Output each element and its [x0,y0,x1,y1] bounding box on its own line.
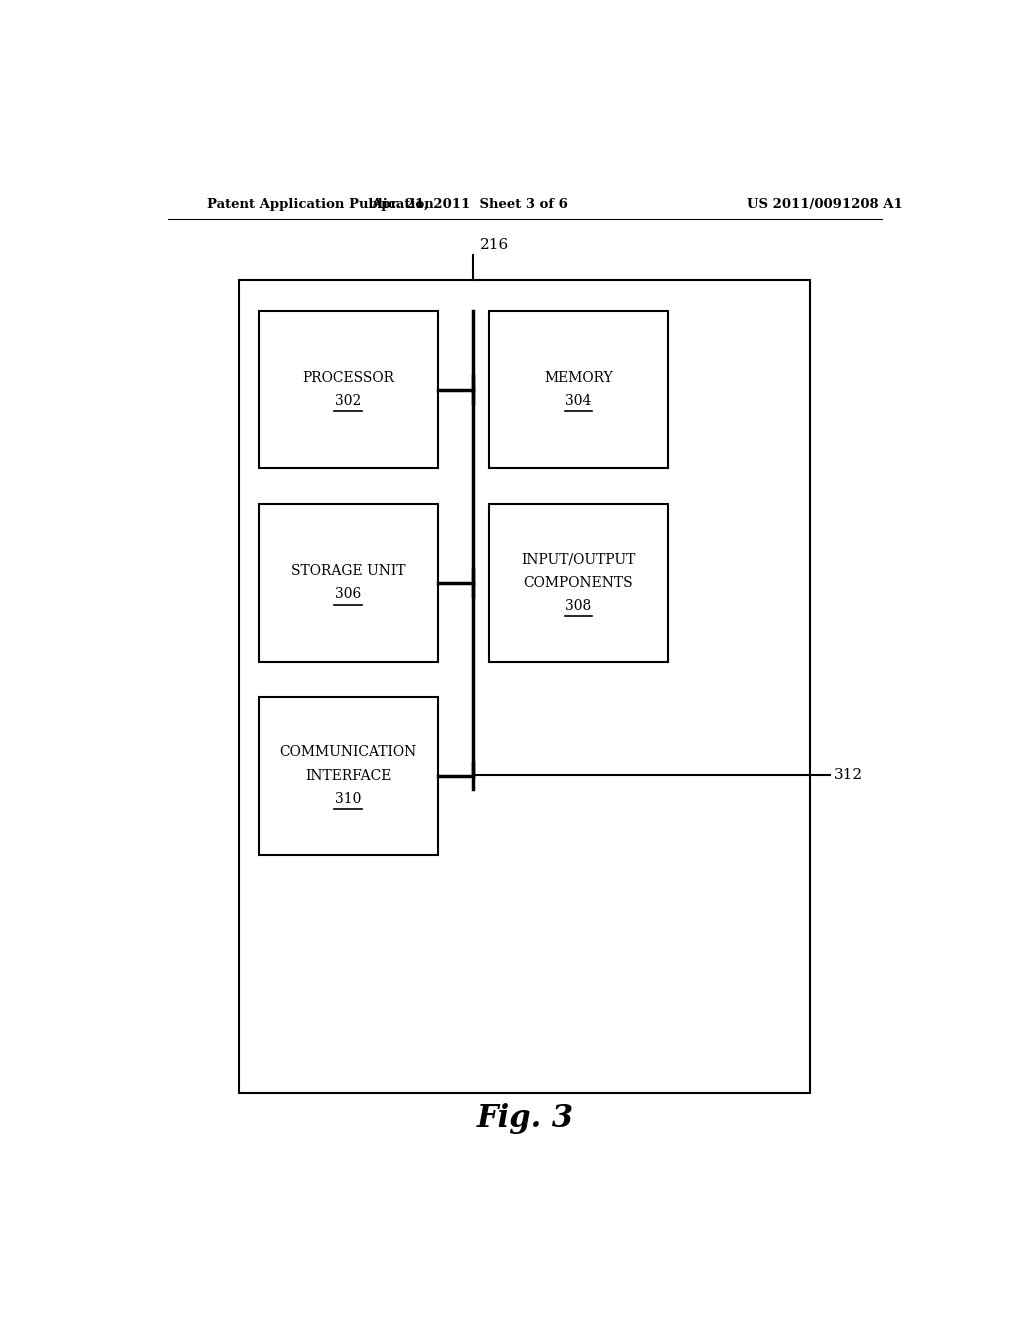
Text: Patent Application Publication: Patent Application Publication [207,198,434,211]
Text: STORAGE UNIT: STORAGE UNIT [291,564,406,578]
Text: US 2011/0091208 A1: US 2011/0091208 A1 [748,198,903,211]
Bar [259,504,437,661]
Bar [259,697,437,854]
Text: 216: 216 [479,238,509,252]
Text: 306: 306 [335,587,361,602]
Text: MEMORY: MEMORY [544,371,612,385]
Text: Apr. 21, 2011  Sheet 3 of 6: Apr. 21, 2011 Sheet 3 of 6 [371,198,567,211]
Text: INPUT/OUTPUT: INPUT/OUTPUT [521,552,636,566]
Text: 308: 308 [565,599,592,612]
Text: 304: 304 [565,395,592,408]
Text: 312: 312 [835,768,863,783]
Text: COMMUNICATION: COMMUNICATION [280,746,417,759]
Bar [489,312,668,469]
Text: 310: 310 [335,792,361,807]
Text: 302: 302 [335,395,361,408]
Bar [259,312,437,469]
Bar [489,504,668,661]
Bar [240,280,811,1093]
Text: PROCESSOR: PROCESSOR [302,371,394,385]
Text: COMPONENTS: COMPONENTS [523,576,633,590]
Text: Fig. 3: Fig. 3 [476,1104,573,1134]
Text: INTERFACE: INTERFACE [305,768,391,783]
